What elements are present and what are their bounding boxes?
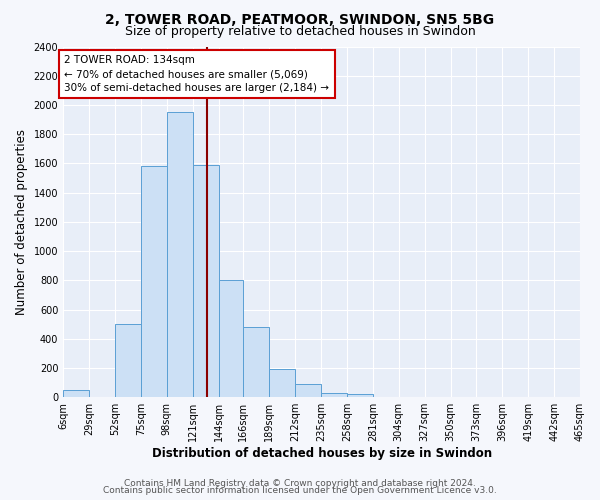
Bar [218,280,244,397]
Text: Size of property relative to detached houses in Swindon: Size of property relative to detached ho… [125,25,475,38]
Text: Contains HM Land Registry data © Crown copyright and database right 2024.: Contains HM Land Registry data © Crown c… [124,478,476,488]
Bar [347,394,373,397]
Bar [269,370,295,397]
Y-axis label: Number of detached properties: Number of detached properties [15,129,28,315]
Bar [63,390,89,397]
Bar [115,324,141,397]
Bar [141,166,167,397]
X-axis label: Distribution of detached houses by size in Swindon: Distribution of detached houses by size … [152,447,491,460]
Text: 2, TOWER ROAD, PEATMOOR, SWINDON, SN5 5BG: 2, TOWER ROAD, PEATMOOR, SWINDON, SN5 5B… [106,12,494,26]
Bar [295,384,321,397]
Bar [244,327,269,397]
Bar [167,112,193,397]
Bar [193,165,218,397]
Text: Contains public sector information licensed under the Open Government Licence v3: Contains public sector information licen… [103,486,497,495]
Text: 2 TOWER ROAD: 134sqm
← 70% of detached houses are smaller (5,069)
30% of semi-de: 2 TOWER ROAD: 134sqm ← 70% of detached h… [64,56,329,94]
Bar [321,393,347,397]
